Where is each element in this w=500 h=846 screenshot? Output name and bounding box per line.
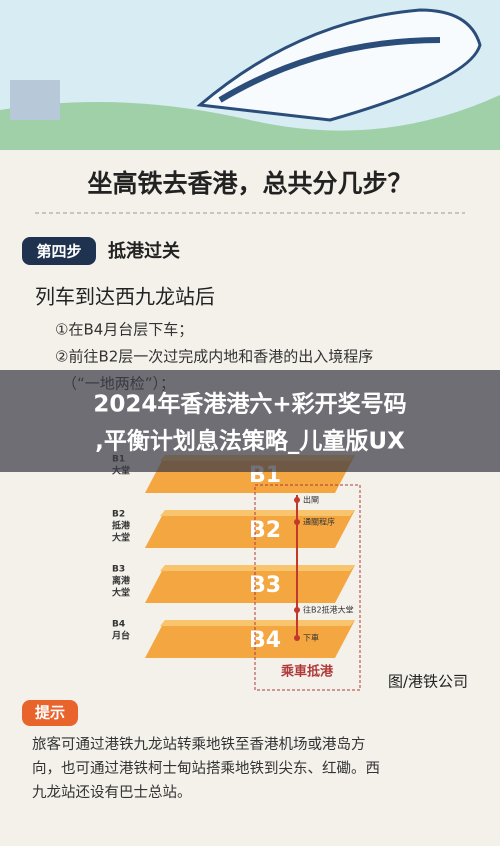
step-badge [22, 237, 96, 265]
floor-top [160, 620, 355, 626]
arrow-label: 下車 [303, 633, 319, 643]
heading: 列车到达西九龙站后 [35, 285, 215, 309]
item: ②前往B2层一次过完成内地和香港的出入境程序 [55, 348, 373, 366]
route-box [254, 484, 361, 691]
overlay-line: ,平衡计划息法策略_儿童版UX [95, 428, 405, 455]
credit: 图/港铁公司 [388, 673, 468, 691]
floor-top [160, 510, 355, 516]
arrow-dot [294, 607, 300, 613]
arrow-label: 往B2抵港大堂 [303, 605, 354, 615]
tip-badge-text: 提示 [35, 704, 65, 722]
tip-line: 旅客可通过港铁九龙站转乘地铁至香港机场或港岛方 [32, 736, 366, 753]
floor-code: B4 [249, 628, 281, 653]
hills [0, 95, 500, 150]
floor-slab [145, 565, 355, 603]
arrow-dot [294, 497, 300, 503]
tip-text: 旅客可通过港铁九龙站转乘地铁至香港机场或港岛方向，也可通过港铁柯士甸站搭乘地铁到… [32, 736, 380, 801]
tip-line: 九龙站还设有巴士总站。 [32, 784, 192, 801]
floor-label: B3 [112, 565, 125, 575]
step-badge-text: 第四步 [36, 243, 81, 261]
floor-code: B2 [249, 518, 281, 543]
floor-code: B3 [249, 573, 281, 598]
arrow-dot [294, 635, 300, 641]
item: ①在B4月台层下车； [55, 321, 193, 339]
floors: B1B1大堂B2B2抵港大堂B3B3离港大堂B4B4月台 [111, 455, 355, 658]
step-name: 抵港过关 [108, 240, 180, 262]
overlay-band [0, 370, 500, 472]
route: 乘車抵港 [280, 664, 334, 680]
overlay-line: 2024年香港港六+彩开奖号码 [93, 391, 406, 418]
floor-top [160, 565, 355, 571]
floor-label: 月台 [111, 630, 130, 642]
title: 坐高铁去香港，总共分几步？ [87, 169, 412, 198]
floor-label: 大堂 [112, 587, 130, 599]
tip-line: 向，也可通过港铁柯士甸站搭乘地铁到尖东、红磡。西 [32, 760, 380, 777]
train-stripe [218, 37, 441, 103]
arrow-dot [294, 519, 300, 525]
floor-slab [145, 620, 355, 658]
floor-label: 抵港 [112, 520, 131, 532]
overlay-text: 2024年香港港六+彩开奖号码 ,平衡计划息法策略_儿童版UX [93, 391, 406, 455]
floor-label: B4 [112, 620, 125, 630]
floor-label: 离港 [112, 575, 131, 587]
train [196, 8, 482, 122]
arrow-label: 出閘 [303, 495, 319, 505]
floor-label: 大堂 [112, 532, 130, 544]
tip-badge [22, 700, 78, 726]
floor-label: B2 [112, 510, 125, 520]
buildings [10, 80, 60, 120]
arrow-label: 通關程序 [303, 517, 335, 527]
floor-slab [145, 510, 355, 548]
